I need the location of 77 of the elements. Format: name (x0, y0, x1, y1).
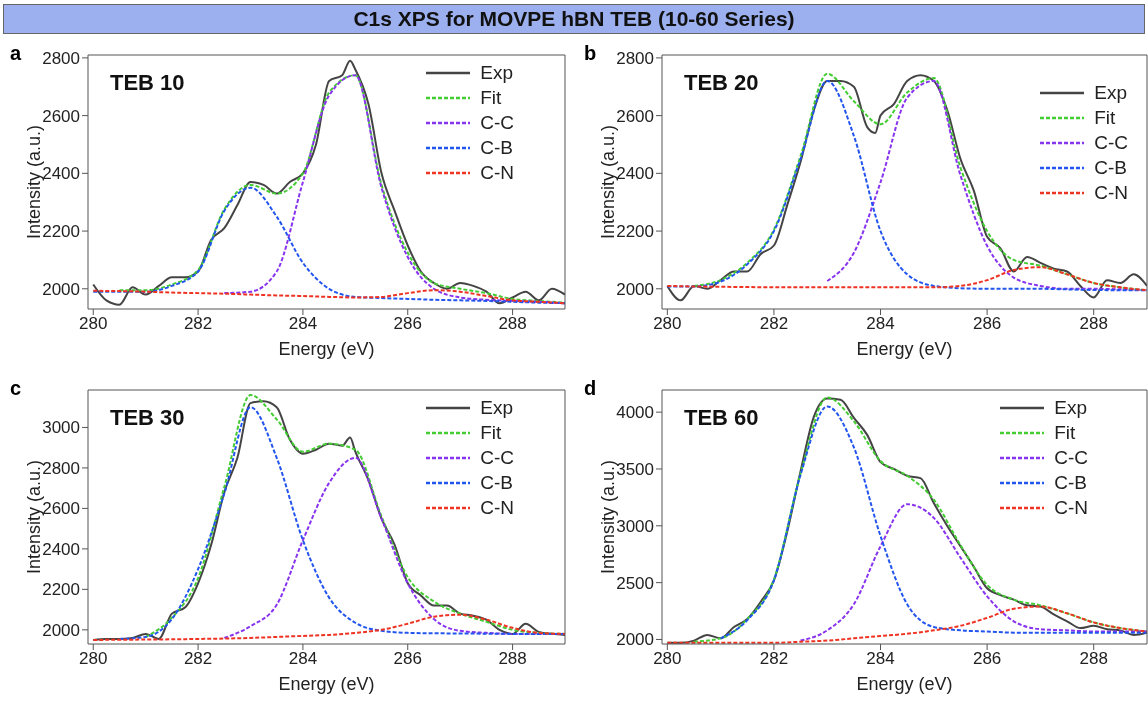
y-tick-label: 2800 (42, 48, 80, 68)
y-tick-label: 2600 (42, 106, 80, 126)
y-tick-label: 2800 (616, 48, 654, 68)
y-tick-label: 2200 (616, 222, 654, 242)
y-tick-label: 2800 (42, 458, 80, 478)
x-tick-label: 282 (759, 314, 789, 334)
x-tick-label: 280 (79, 649, 108, 669)
legend-label: C-N (480, 496, 514, 519)
legend-label: C-B (480, 136, 513, 159)
legend-label: Fit (1094, 106, 1116, 129)
x-tick-label: 286 (393, 649, 422, 669)
text: b (584, 42, 597, 65)
x-tick-label: 280 (653, 314, 682, 334)
line-series (666, 605, 1147, 644)
x-tick-label: 284 (288, 314, 318, 334)
line-series (799, 503, 1147, 642)
y-tick-label: 2200 (42, 222, 80, 242)
y-tick-label: 3000 (42, 418, 80, 438)
legend-label: C-B (480, 471, 513, 494)
x-tick-label: 286 (972, 314, 1002, 334)
x-axis-title: Energy (eV) (278, 674, 375, 694)
text: d (584, 377, 597, 400)
y-axis-title: Intensity (a.u.) (598, 459, 619, 575)
legend-label: C-C (1094, 131, 1128, 154)
x-tick-label: 288 (1079, 314, 1108, 334)
x-tick-label: 288 (498, 314, 527, 334)
text: a (10, 42, 22, 65)
y-tick-label: 3500 (616, 460, 654, 480)
legend-label: C-N (1094, 181, 1128, 204)
legend-label: C-C (1054, 446, 1088, 469)
y-tick-label: 4000 (616, 403, 654, 423)
y-tick-label: 2000 (42, 620, 80, 640)
x-tick-label: 282 (183, 649, 213, 669)
x-axis-title: Energy (eV) (856, 674, 953, 694)
legend-label: Exp (1054, 396, 1087, 419)
legend-label: Exp (1094, 81, 1127, 104)
y-tick-label: 2000 (42, 279, 80, 299)
legend-label: C-C (480, 446, 514, 469)
legend-label: Fit (1054, 421, 1076, 444)
y-tick-label: 2600 (616, 106, 654, 126)
annotation: TEB 60 (684, 405, 759, 431)
legend-label: C-C (480, 111, 514, 134)
legend-label: Exp (480, 396, 513, 419)
x-tick-label: 282 (183, 314, 213, 334)
legend-label: C-N (1054, 496, 1088, 519)
x-tick-label: 280 (79, 314, 108, 334)
line-series (92, 613, 565, 641)
x-tick-label: 284 (866, 649, 895, 669)
line-series (92, 289, 565, 305)
x-tick-label: 282 (759, 649, 789, 669)
y-tick-label: 2200 (42, 580, 80, 600)
y-tick-label: 3000 (616, 516, 654, 536)
y-tick-label: 2500 (616, 573, 654, 593)
x-axis-title: Energy (eV) (856, 339, 953, 359)
legend-label: C-B (1094, 156, 1127, 179)
y-tick-label: 2000 (616, 630, 654, 650)
x-tick-label: 286 (972, 649, 1002, 669)
legend-label: Exp (480, 61, 513, 84)
legend-label: C-N (480, 161, 514, 184)
legend-label: Fit (480, 421, 502, 444)
x-tick-label: 288 (498, 649, 527, 669)
y-tick-label: 2400 (42, 539, 80, 559)
chart-title: C1s XPS for MOVPE hBN TEB (10-60 Series) (3, 4, 1145, 34)
annotation: TEB 20 (684, 70, 759, 96)
y-tick-label: 2000 (616, 279, 654, 299)
x-tick-label: 284 (866, 314, 895, 334)
x-tick-label: 286 (393, 314, 422, 334)
text: c (10, 377, 22, 400)
legend-label: C-B (1054, 471, 1087, 494)
line-series (666, 266, 1147, 292)
annotation: TEB 30 (110, 405, 185, 431)
annotation: TEB 10 (110, 70, 185, 96)
legend-label: Fit (480, 86, 502, 109)
x-tick-label: 284 (288, 649, 318, 669)
x-tick-label: 288 (1079, 649, 1108, 669)
x-axis-title: Energy (eV) (278, 339, 375, 359)
x-tick-label: 280 (653, 649, 682, 669)
